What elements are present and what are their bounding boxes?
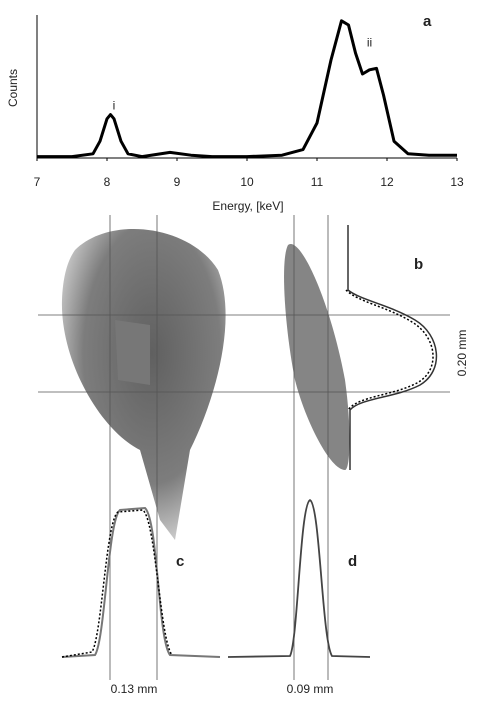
panel-label: c	[176, 553, 184, 570]
y-axis-label: Counts	[6, 69, 20, 107]
x-axis-label: Energy, [keV]	[212, 199, 283, 213]
profile	[61, 509, 173, 658]
profile	[347, 225, 437, 470]
x-tick-label: 11	[311, 175, 324, 189]
profile	[61, 506, 221, 658]
x-tick-label: 10	[240, 175, 254, 189]
width-label: 0.09 mm	[287, 682, 334, 696]
x-tick-label: 9	[174, 175, 181, 189]
peak-label: ii	[367, 35, 372, 49]
x-tick-label: 13	[450, 175, 464, 189]
panel-label: d	[348, 553, 357, 570]
width-label: 0.13 mm	[111, 682, 158, 696]
profile	[227, 498, 371, 658]
image-blob	[115, 320, 150, 385]
profile	[345, 289, 434, 411]
peak-label: i	[113, 98, 116, 112]
x-tick-label: 12	[380, 175, 394, 189]
x-tick-label: 8	[104, 175, 111, 189]
spectrum-line	[37, 19, 457, 159]
x-tick-label: 7	[34, 175, 41, 189]
width-label: 0.20 mm	[455, 330, 469, 377]
image-blob	[61, 228, 226, 540]
image-blob	[284, 243, 350, 470]
panel-label: a	[423, 13, 432, 30]
panel-label: b	[414, 256, 423, 273]
